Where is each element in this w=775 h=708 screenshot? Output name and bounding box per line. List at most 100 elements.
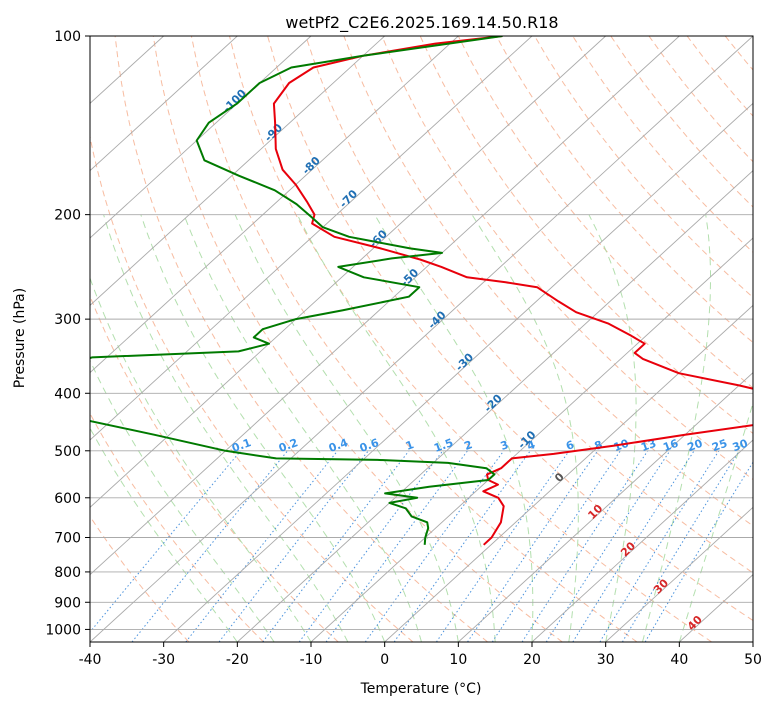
dry-adiabat bbox=[381, 36, 753, 481]
dry-adiabat bbox=[457, 36, 753, 389]
mixing-ratio-label: 1 bbox=[404, 438, 416, 453]
isotherm-label: 10 bbox=[585, 502, 605, 522]
isotherm bbox=[90, 36, 606, 508]
background-lines bbox=[90, 36, 775, 642]
mixing-ratio-line bbox=[545, 450, 671, 642]
mixing-ratio-line bbox=[185, 450, 338, 642]
mixing-ratio-line bbox=[131, 450, 288, 642]
y-tick-label: 400 bbox=[54, 386, 81, 402]
isotherm-label: -90 bbox=[262, 121, 285, 144]
dewpoint-profile-line bbox=[90, 36, 503, 545]
dry-adiabat bbox=[229, 36, 712, 642]
dry-adiabat bbox=[648, 36, 753, 163]
mixing-ratio-label: 1.5 bbox=[432, 436, 455, 455]
dry-adiabat bbox=[572, 36, 753, 253]
x-tick-label: 10 bbox=[449, 652, 467, 668]
dry-adiabat bbox=[90, 134, 414, 642]
dry-adiabat bbox=[114, 36, 488, 642]
y-tick-label: 600 bbox=[54, 491, 81, 507]
isotherm bbox=[605, 506, 753, 642]
mixing-ratio-line bbox=[364, 450, 505, 642]
chart-title: wetPf2_C2E6.2025.169.14.50.R18 bbox=[285, 13, 558, 33]
isotherm bbox=[90, 36, 459, 374]
temperature-profile-line bbox=[272, 36, 753, 546]
x-tick-label: 20 bbox=[523, 652, 541, 668]
isotherm bbox=[90, 36, 753, 642]
isotherm bbox=[163, 102, 753, 642]
mixing-ratio-label: 16 bbox=[661, 437, 680, 455]
isotherm-label: -20 bbox=[482, 392, 505, 415]
isotherm bbox=[384, 304, 753, 642]
mixing-ratio-line bbox=[298, 450, 444, 642]
dry-adiabat bbox=[724, 36, 753, 71]
dry-adiabat bbox=[534, 36, 753, 298]
moist-adiabat bbox=[642, 214, 711, 642]
mixing-ratio-line bbox=[521, 450, 649, 642]
isotherm bbox=[90, 36, 385, 306]
x-tick-label: 0 bbox=[380, 652, 389, 668]
mixing-ratio-label: 36 bbox=[751, 437, 770, 455]
moist-adiabat bbox=[234, 214, 459, 642]
dry-adiabat bbox=[419, 36, 753, 435]
x-tick-label: -30 bbox=[152, 652, 175, 668]
isotherm-label: -80 bbox=[300, 154, 323, 177]
line-labels: 0.1 0.2 0.4 0.6 1 1.5 2 3 4 6 8 10 13 16 20 25 30 36-100-… bbox=[220, 87, 770, 633]
isotherm-label: 30 bbox=[651, 576, 671, 596]
dry-adiabat bbox=[495, 36, 753, 344]
mixing-ratio-label: 4 bbox=[525, 438, 537, 453]
mixing-ratio-label: 8 bbox=[593, 438, 605, 453]
x-tick-label: 50 bbox=[744, 652, 762, 668]
isotherm-label: -70 bbox=[337, 187, 360, 210]
dry-adiabat bbox=[763, 36, 775, 642]
dry-adiabat bbox=[305, 36, 753, 574]
dry-adiabat bbox=[90, 515, 190, 642]
x-tick-label: -10 bbox=[300, 652, 323, 668]
mixing-ratio-label: 0.2 bbox=[277, 436, 300, 455]
moist-adiabat bbox=[588, 214, 637, 642]
x-tick-label: -20 bbox=[226, 652, 249, 668]
mixing-ratio-line bbox=[621, 450, 740, 642]
moist-adiabat bbox=[374, 214, 534, 642]
y-tick-label: 1000 bbox=[45, 622, 81, 638]
mixing-ratio-label: 2 bbox=[463, 438, 475, 453]
x-tick-label: 40 bbox=[670, 652, 688, 668]
y-tick-label: 500 bbox=[54, 444, 81, 460]
mixing-ratio-line bbox=[90, 450, 242, 633]
dry-adiabat bbox=[267, 36, 753, 622]
y-axis-label: Pressure (hPa) bbox=[12, 288, 28, 388]
x-tick-label: -40 bbox=[79, 652, 102, 668]
mixing-ratio-label: 0.4 bbox=[327, 436, 350, 455]
isotherm bbox=[90, 36, 238, 172]
isotherm bbox=[90, 36, 533, 441]
axis-ticks: -40 -30 -20 -10 0 10 20 30 40 5010009008007006005… bbox=[45, 29, 762, 668]
plot-frame bbox=[89, 35, 754, 643]
dry-adiabat bbox=[190, 36, 638, 642]
isotherm bbox=[90, 36, 312, 239]
moist-adiabat bbox=[103, 214, 349, 642]
isotherm-label: -40 bbox=[425, 308, 448, 331]
x-tick-label: 30 bbox=[597, 652, 615, 668]
mixing-ratio-line bbox=[262, 450, 410, 642]
mixing-ratio-label: 30 bbox=[731, 437, 750, 455]
mixing-ratio-line bbox=[644, 461, 753, 642]
dry-adiabat bbox=[90, 294, 339, 642]
mixing-ratio-line bbox=[218, 450, 369, 642]
isotherm bbox=[237, 170, 753, 642]
y-tick-label: 900 bbox=[54, 595, 81, 611]
mixing-ratio-line bbox=[599, 450, 720, 642]
moist-adiabat bbox=[183, 214, 422, 642]
isotherm bbox=[752, 641, 753, 642]
isotherm bbox=[90, 36, 680, 576]
mixing-ratio-line bbox=[435, 450, 570, 642]
dry-adiabat bbox=[152, 36, 563, 642]
y-tick-label: 100 bbox=[54, 29, 81, 45]
isotherm bbox=[310, 237, 753, 642]
y-tick-label: 700 bbox=[54, 531, 81, 547]
dry-adiabat bbox=[686, 36, 753, 117]
mixing-ratio-label: 6 bbox=[564, 438, 576, 453]
moist-adiabat bbox=[296, 214, 496, 642]
isotherm bbox=[458, 372, 753, 642]
moist-adiabat bbox=[140, 214, 386, 642]
